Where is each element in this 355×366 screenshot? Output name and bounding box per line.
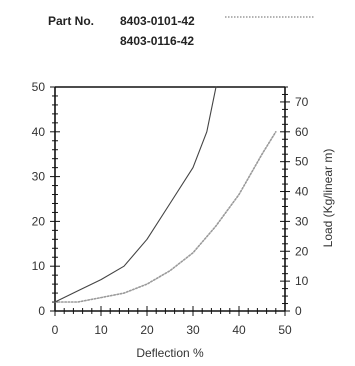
x-axis-title: Deflection % — [136, 346, 204, 360]
x-tick-label: 30 — [186, 323, 200, 337]
right-axis-title: Load (Kg/linear m) — [321, 149, 335, 248]
left-tick-label: 50 — [32, 80, 46, 94]
left-tick-label: 10 — [32, 259, 46, 273]
x-tick-label: 10 — [94, 323, 108, 337]
x-tick-label: 40 — [232, 323, 246, 337]
right-tick-label: 50 — [295, 155, 309, 169]
x-tick-label: 50 — [278, 323, 292, 337]
series-line-solid — [54, 86, 217, 303]
x-tick-label: 0 — [52, 323, 59, 337]
right-tick-label: 20 — [295, 244, 309, 258]
right-tick-label: 30 — [295, 214, 309, 228]
left-tick-label: 30 — [32, 170, 46, 184]
right-tick-label: 0 — [295, 304, 302, 318]
left-tick-label: 20 — [32, 214, 46, 228]
x-tick-label: 20 — [140, 323, 154, 337]
right-tick-label: 60 — [295, 125, 309, 139]
left-tick-label: 0 — [38, 304, 45, 318]
part-number-label: Part No. — [48, 14, 94, 28]
series-line-dotted — [54, 131, 277, 303]
part-number-2: 8403-0116-42 — [120, 34, 194, 48]
part-number-1: 8403-0101-42 — [120, 14, 195, 28]
right-tick-label: 70 — [295, 95, 309, 109]
right-tick-label: 40 — [295, 185, 309, 199]
left-tick-label: 40 — [32, 125, 46, 139]
right-tick-label: 10 — [295, 274, 309, 288]
